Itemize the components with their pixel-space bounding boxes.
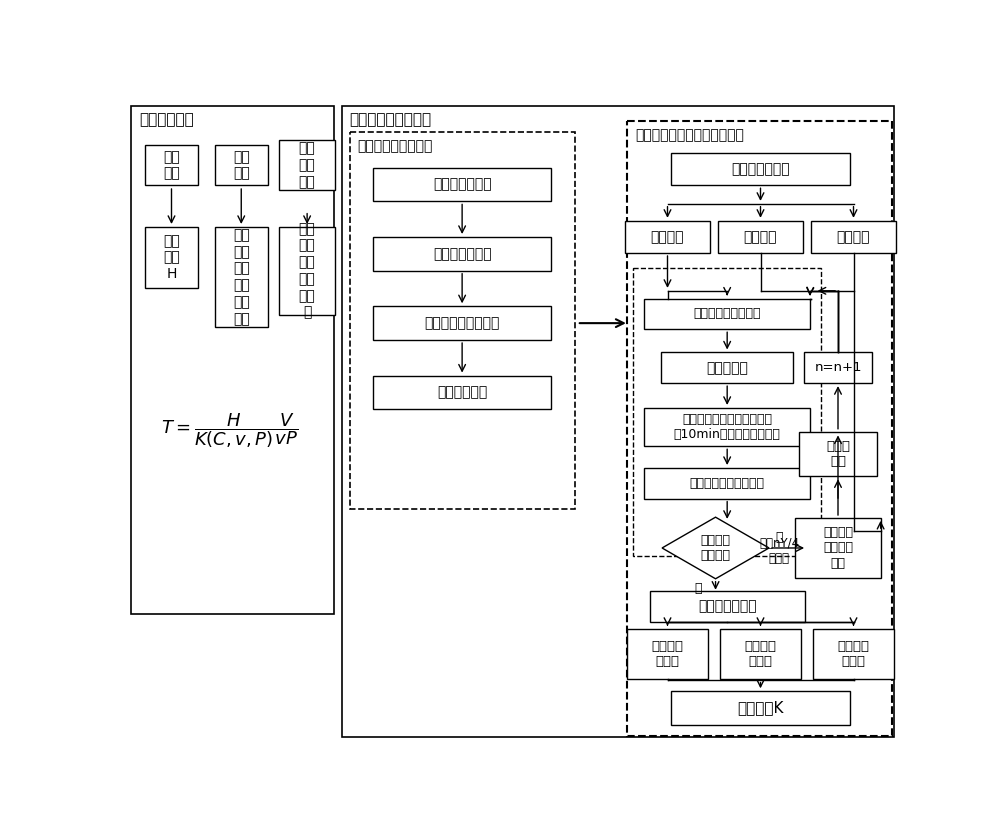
Bar xyxy=(373,237,551,270)
Text: 改变材料: 改变材料 xyxy=(651,230,684,244)
Text: 改变压强: 改变压强 xyxy=(744,230,777,244)
Text: 系数与材
料关系: 系数与材 料关系 xyxy=(652,640,684,668)
Text: 密封圈寿命模型参数修正试验: 密封圈寿命模型参数修正试验 xyxy=(635,128,744,142)
Text: 密封圈寿命确定试验: 密封圈寿命确定试验 xyxy=(358,139,433,153)
Bar xyxy=(644,408,810,446)
Text: 硬度
测试: 硬度 测试 xyxy=(163,150,180,181)
Text: 是否达到
失效判据: 是否达到 失效判据 xyxy=(701,534,731,562)
Bar xyxy=(145,227,198,289)
Bar xyxy=(671,691,850,725)
Text: 获取
溶胀
率随
时间
变化
关系: 获取 溶胀 率随 时间 变化 关系 xyxy=(233,228,250,326)
Bar xyxy=(342,106,894,737)
Bar xyxy=(811,220,896,253)
Text: 系数与压
强关系: 系数与压 强关系 xyxy=(744,640,776,668)
Text: 密封圈初始状态记录: 密封圈初始状态记录 xyxy=(693,307,761,320)
Bar xyxy=(799,432,877,477)
Text: 动密封磨损寿命试验: 动密封磨损寿命试验 xyxy=(350,112,432,127)
Text: 全新产品级样件: 全新产品级样件 xyxy=(433,177,491,191)
Text: 该载荷试验完成: 该载荷试验完成 xyxy=(698,600,756,613)
Bar xyxy=(131,106,334,614)
Bar xyxy=(350,132,574,509)
Text: 是: 是 xyxy=(695,582,702,595)
Text: 获取
摩擦
系数
的变
化规
律: 获取 摩擦 系数 的变 化规 律 xyxy=(299,222,316,319)
Text: 摩擦
系数
测试: 摩擦 系数 测试 xyxy=(299,141,316,189)
Bar xyxy=(145,146,198,186)
Bar xyxy=(644,468,810,498)
Text: 密封圈安装: 密封圈安装 xyxy=(706,361,748,374)
Text: 按照载荷进行循环试验: 按照载荷进行循环试验 xyxy=(690,477,765,490)
Bar xyxy=(671,153,850,186)
Bar xyxy=(795,518,881,578)
Bar xyxy=(720,629,801,679)
Bar xyxy=(633,268,821,557)
Bar xyxy=(813,629,894,679)
Text: 溶胀
测试: 溶胀 测试 xyxy=(233,150,250,181)
Bar xyxy=(661,353,793,384)
Bar xyxy=(373,375,551,409)
Text: 拆卸密封
圈，记录
数据: 拆卸密封 圈，记录 数据 xyxy=(823,526,853,570)
Text: n=n+1: n=n+1 xyxy=(814,361,862,374)
Bar xyxy=(215,146,268,186)
Text: 确定失效判据: 确定失效判据 xyxy=(437,385,487,399)
Text: 改变速度: 改变速度 xyxy=(837,230,870,244)
Text: 修正参数K: 修正参数K xyxy=(737,701,784,716)
Text: $T = \dfrac{H}{K(C,v,P)}\dfrac{V}{vP}$: $T = \dfrac{H}{K(C,v,P)}\dfrac{V}{vP}$ xyxy=(161,412,298,450)
Text: 确定密封圈循环寿命: 确定密封圈循环寿命 xyxy=(424,316,500,330)
Bar xyxy=(215,227,268,327)
Bar xyxy=(279,226,335,315)
Bar xyxy=(650,591,805,622)
Text: 达到nY/4
次循环: 达到nY/4 次循环 xyxy=(759,537,799,565)
Bar xyxy=(718,220,803,253)
Text: 材料特性试验: 材料特性试验 xyxy=(139,112,194,127)
Bar xyxy=(373,167,551,201)
Bar xyxy=(625,220,710,253)
Bar xyxy=(373,306,551,340)
Text: 系数与速
度关系: 系数与速 度关系 xyxy=(838,640,870,668)
Text: 密封圈寿命摸底: 密封圈寿命摸底 xyxy=(433,247,491,261)
Text: 获取
参数
H: 获取 参数 H xyxy=(163,234,180,281)
Text: 更换密
封圈: 更换密 封圈 xyxy=(826,440,850,468)
Text: 否: 否 xyxy=(775,531,783,543)
Bar xyxy=(804,353,872,384)
Bar xyxy=(279,141,335,191)
Bar xyxy=(627,629,708,679)
Text: 全新产品级样件: 全新产品级样件 xyxy=(731,162,790,176)
Bar xyxy=(627,121,892,735)
Polygon shape xyxy=(662,518,769,579)
Bar xyxy=(644,299,810,329)
Text: 升温、记录摩擦力、保温保
压10min、测量启动摩擦力: 升温、记录摩擦力、保温保 压10min、测量启动摩擦力 xyxy=(674,413,781,441)
